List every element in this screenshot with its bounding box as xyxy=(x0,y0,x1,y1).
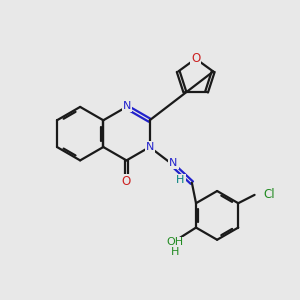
Text: N: N xyxy=(169,158,178,168)
Text: OH: OH xyxy=(167,237,184,248)
Text: O: O xyxy=(191,52,200,65)
Text: N: N xyxy=(123,101,131,111)
Text: O: O xyxy=(122,175,131,188)
Text: Cl: Cl xyxy=(263,188,274,201)
Text: H: H xyxy=(176,175,185,185)
Text: H: H xyxy=(171,247,179,257)
Text: N: N xyxy=(146,142,154,152)
